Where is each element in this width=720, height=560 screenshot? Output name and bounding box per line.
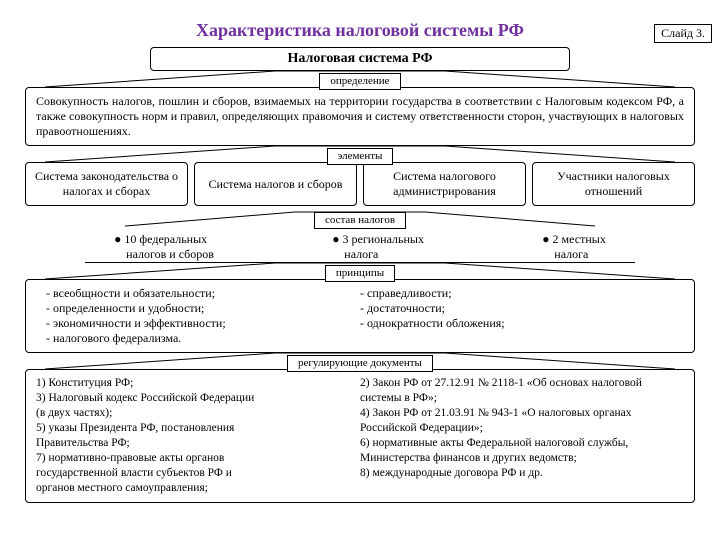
elements-row: Система законодательства о налогах и сбо…	[25, 162, 695, 206]
element-box: Участники налоговых отношений	[532, 162, 695, 206]
connector-definition: определение	[25, 71, 695, 87]
element-box: Система законодательства о налогах и сбо…	[25, 162, 188, 206]
label-documents: регулирующие документы	[287, 355, 433, 372]
connector-documents: регулирующие документы	[25, 353, 695, 369]
composition-item: ● 3 региональных налога	[332, 232, 424, 262]
connector-principles: принципы	[25, 263, 695, 279]
label-elements: элементы	[327, 148, 394, 165]
slide-number: Слайд 3.	[654, 24, 712, 43]
composition-item: ● 10 федеральных налогов и сборов	[114, 232, 214, 262]
label-principles: принципы	[325, 265, 395, 282]
composition-item: ● 2 местных налога	[542, 232, 606, 262]
element-box: Система налогового администрирования	[363, 162, 526, 206]
principles-left: - всеобщности и обязательности; - опреде…	[46, 286, 360, 346]
documents-left: 1) Конституция РФ; 3) Налоговый кодекс Р…	[36, 376, 360, 496]
label-definition: определение	[319, 73, 400, 90]
definition-box: Совокупность налогов, пошлин и сборов, в…	[25, 87, 695, 146]
connector-elements: элементы	[25, 146, 695, 162]
page-title: Характеристика налоговой системы РФ	[0, 20, 720, 41]
documents-right: 2) Закон РФ от 27.12.91 № 2118-1 «Об осн…	[360, 376, 684, 496]
label-composition: состав налогов	[314, 212, 406, 229]
principles-right: - справедливости; - достаточности; - одн…	[360, 286, 674, 346]
documents-box: 1) Конституция РФ; 3) Налоговый кодекс Р…	[25, 369, 695, 503]
connector-composition: состав налогов	[25, 210, 695, 230]
composition-row: ● 10 федеральных налогов и сборов ● 3 ре…	[25, 230, 695, 262]
diagram-stage: Налоговая система РФ определение Совокуп…	[25, 47, 695, 503]
system-header-box: Налоговая система РФ	[150, 47, 570, 71]
principles-box: - всеобщности и обязательности; - опреде…	[25, 279, 695, 353]
element-box: Система налогов и сборов	[194, 162, 357, 206]
